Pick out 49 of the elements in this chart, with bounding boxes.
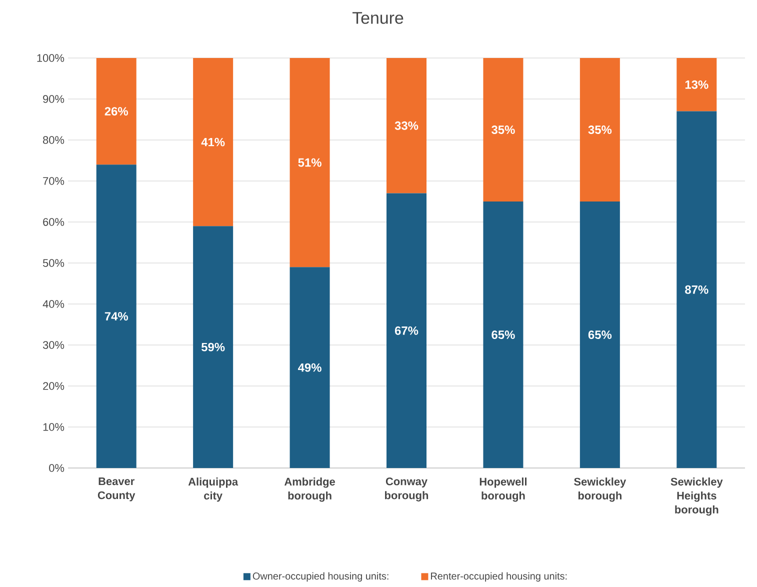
bar — [580, 201, 620, 468]
y-tick-label: 80% — [43, 136, 64, 144]
y-tick-label: 70% — [43, 177, 64, 185]
data-label: 87% — [685, 285, 708, 294]
y-tick-label: 100% — [37, 54, 64, 62]
y-tick-label: 90% — [43, 95, 64, 103]
bar — [193, 226, 234, 468]
data-label: 59% — [201, 342, 225, 352]
bar — [580, 58, 620, 202]
data-label: 65% — [492, 330, 515, 339]
bar — [676, 111, 717, 468]
bar — [290, 267, 330, 468]
x-tick-label: Aliquippa city — [188, 478, 238, 502]
x-tick-label: Sewickley Heights borough — [670, 478, 723, 516]
data-label: 41% — [201, 138, 225, 146]
y-tick-label: 30% — [42, 341, 64, 349]
x-tick-label: Beaver County — [98, 478, 136, 502]
data-label: 33% — [394, 121, 418, 130]
y-tick-label: 40% — [42, 300, 64, 308]
data-label: 65% — [588, 330, 612, 339]
data-label: 35% — [588, 126, 612, 134]
chart-title: Tenure — [352, 12, 404, 24]
data-label: 13% — [685, 80, 708, 89]
bar — [96, 58, 136, 165]
bar — [193, 58, 234, 226]
bar — [290, 58, 330, 268]
bar — [483, 58, 524, 202]
x-tick-label: Hopewell borough — [480, 478, 526, 502]
data-label: 49% — [298, 363, 322, 372]
data-label: 35% — [492, 126, 515, 134]
y-tick-label: 50% — [42, 259, 64, 267]
y-tick-label: 0% — [49, 464, 64, 472]
data-label: 26% — [104, 107, 128, 116]
x-tick-label: Sewickley borough — [574, 478, 626, 502]
data-label: 74% — [104, 312, 128, 321]
legend-label: Owner-occupied housing units: — [252, 572, 388, 582]
legend-label: Renter-occupied housing units: — [431, 572, 567, 582]
y-tick-label: 20% — [43, 382, 64, 390]
bar — [386, 58, 427, 194]
x-tick-label: Ambridge borough — [284, 478, 335, 502]
y-tick-label: 60% — [43, 218, 64, 226]
x-tick-label: Conway borough — [385, 478, 428, 502]
y-tick-label: 10% — [43, 423, 64, 431]
bar — [676, 58, 717, 112]
bar — [483, 201, 524, 468]
bar — [96, 164, 136, 468]
data-label: 67% — [394, 326, 418, 335]
bar — [386, 193, 427, 468]
data-label: 51% — [298, 158, 322, 167]
